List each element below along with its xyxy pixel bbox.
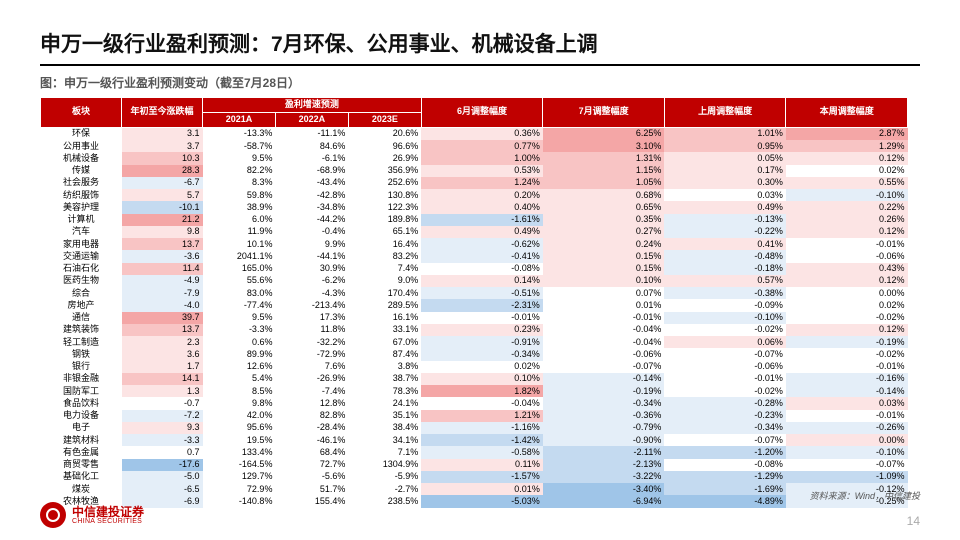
table-row: 非银金融14.15.4%-26.9%38.7%0.10%-0.14%-0.01%… <box>41 373 908 385</box>
table-row: 食品饮料-0.79.8%12.8%24.1%-0.04%-0.34%-0.28%… <box>41 397 908 409</box>
table-row: 通信39.79.5%17.3%16.1%-0.01%-0.01%-0.10%-0… <box>41 312 908 324</box>
table-row: 基础化工-5.0129.7%-5.6%-5.9%-1.57%-3.22%-1.2… <box>41 471 908 483</box>
table-row: 传媒28.382.2%-68.9%356.9%0.53%1.15%0.17%0.… <box>41 165 908 177</box>
hdr-ytd: 年初至今涨跌幅 <box>122 98 203 128</box>
table-row: 煤炭-6.572.9%51.7%-2.7%0.01%-3.40%-1.69%-0… <box>41 483 908 495</box>
forecast-table: 板块 年初至今涨跌幅 盈利增速预测 6月调整幅度 7月调整幅度 上周调整幅度 本… <box>40 97 908 508</box>
table-row: 建筑装饰13.7-3.3%11.8%33.1%0.23%-0.04%-0.02%… <box>41 324 908 336</box>
table-row: 美容护理-10.138.9%-34.8%122.3%0.40%0.65%0.49… <box>41 201 908 213</box>
table-row: 石油石化11.4165.0%30.9%7.4%-0.08%0.15%-0.18%… <box>41 263 908 275</box>
hdr-lastwk: 上周调整幅度 <box>664 98 786 128</box>
table-row: 计算机21.26.0%-44.2%189.8%-1.61%0.35%-0.13%… <box>41 214 908 226</box>
table-row: 商贸零售-17.6-164.5%72.7%1304.9%0.11%-2.13%-… <box>41 459 908 471</box>
table-row: 家用电器13.710.1%9.9%16.4%-0.62%0.24%0.41%-0… <box>41 238 908 250</box>
hdr-growth-group: 盈利增速预测 <box>203 98 422 113</box>
logo-text-cn: 中信建投证券 <box>72 506 144 518</box>
table-row: 纺织服饰5.759.8%-42.8%130.8%0.20%0.68%0.03%-… <box>41 189 908 201</box>
table-row: 钢铁3.689.9%-72.9%87.4%-0.34%-0.06%-0.07%-… <box>41 348 908 360</box>
hdr-2021: 2021A <box>203 112 276 127</box>
logo-text-en: CHINA SECURITIES <box>72 518 144 525</box>
page-number: 14 <box>907 514 920 528</box>
table-row: 电力设备-7.242.0%82.8%35.1%1.21%-0.36%-0.23%… <box>41 410 908 422</box>
table-row: 电子9.395.6%-28.4%38.4%-1.16%-0.79%-0.34%-… <box>41 422 908 434</box>
table-row: 机械设备10.39.5%-6.1%26.9%1.00%1.31%0.05%0.1… <box>41 152 908 164</box>
source-text: 资料来源：Wind，中信建投 <box>810 489 920 502</box>
hdr-2022: 2022A <box>275 112 348 127</box>
table-row: 有色金属0.7133.4%68.4%7.1%-0.58%-2.11%-1.20%… <box>41 446 908 458</box>
table-row: 综合-7.983.0%-4.3%170.4%-0.51%0.07%-0.38%0… <box>41 287 908 299</box>
hdr-sector: 板块 <box>41 98 122 128</box>
chart-subtitle: 图：申万一级行业盈利预测变动（截至7月28日） <box>40 74 920 91</box>
table-row: 轻工制造2.30.6%-32.2%67.0%-0.91%-0.04%0.06%-… <box>41 336 908 348</box>
table-row: 汽车9.811.9%-0.4%65.1%0.49%0.27%-0.22%0.12… <box>41 226 908 238</box>
hdr-june: 6月调整幅度 <box>421 98 543 128</box>
slide-title: 申万一级行业盈利预测：7月环保、公用事业、机械设备上调 <box>40 28 920 66</box>
company-logo: 中信建投证券 CHINA SECURITIES <box>40 502 144 528</box>
logo-icon <box>40 502 66 528</box>
table-row: 医药生物-4.955.6%-6.2%9.0%0.14%0.10%0.57%0.1… <box>41 275 908 287</box>
hdr-thiswk: 本周调整幅度 <box>786 98 908 128</box>
table-row: 交通运输-3.62041.1%-44.1%83.2%-0.41%0.15%-0.… <box>41 250 908 262</box>
table-row: 建筑材料-3.319.5%-46.1%34.1%-1.42%-0.90%-0.0… <box>41 434 908 446</box>
table-row: 房地产-4.0-77.4%-213.4%289.5%-2.31%0.01%-0.… <box>41 299 908 311</box>
table-row: 公用事业3.7-58.7%84.6%96.6%0.77%3.10%0.95%1.… <box>41 140 908 152</box>
hdr-july: 7月调整幅度 <box>543 98 665 128</box>
table-row: 社会服务-6.78.3%-43.4%252.6%1.24%1.05%0.30%0… <box>41 177 908 189</box>
table-row: 环保3.1-13.3%-11.1%20.6%0.36%6.25%1.01%2.8… <box>41 127 908 140</box>
table-row: 银行1.712.6%7.6%3.8%0.02%-0.07%-0.06%-0.01… <box>41 361 908 373</box>
hdr-2023: 2023E <box>348 112 421 127</box>
table-row: 国防军工1.38.5%-7.4%78.3%1.82%-0.19%-0.02%-0… <box>41 385 908 397</box>
